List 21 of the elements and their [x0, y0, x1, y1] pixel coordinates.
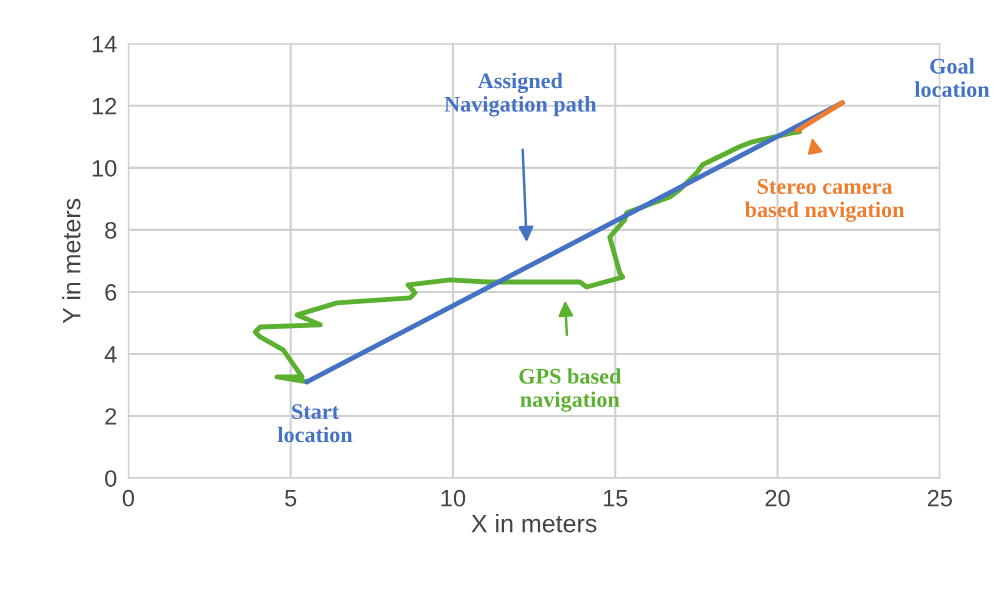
y-tick-label: 6: [105, 284, 117, 301]
y-tick-label: 0: [105, 470, 117, 487]
annotation: Goal location: [914, 58, 990, 97]
x-tick-label: 10: [441, 489, 466, 507]
x-tick-label: 15: [603, 490, 628, 507]
x-axis-title: X in meters: [471, 514, 597, 533]
x-tick-label: 5: [285, 490, 297, 507]
y-tick-label: 4: [104, 346, 117, 363]
x-tick-label: 0: [122, 489, 135, 507]
y-tick-label: 14: [92, 36, 117, 53]
y-tick-label: 12: [92, 97, 117, 115]
annotation: Assigned Navigation path: [444, 72, 597, 117]
annotation: Stereo camera based navigation: [744, 179, 905, 222]
y-tick-label: 10: [92, 159, 117, 177]
annotation: Start location: [277, 404, 353, 443]
annotation: GPS based navigation: [519, 368, 622, 412]
y-axis-title: Y in meters: [62, 198, 81, 324]
y-tick-label: 8: [105, 221, 117, 239]
y-tick-label: 2: [105, 408, 117, 425]
x-tick-label: 25: [927, 489, 952, 507]
x-tick-label: 20: [765, 489, 790, 507]
